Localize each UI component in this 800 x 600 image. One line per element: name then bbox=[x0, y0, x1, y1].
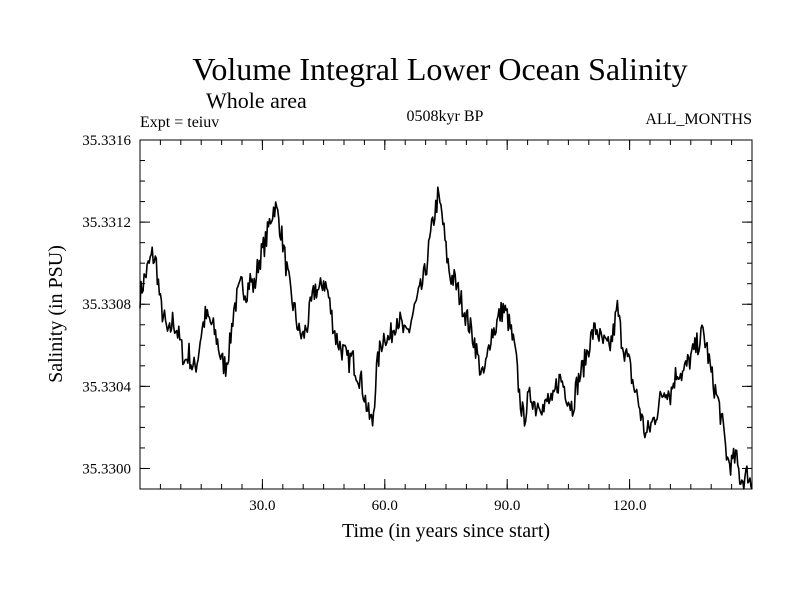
x-tick-label: 90.0 bbox=[494, 498, 520, 514]
experiment-label: Expt = teiuv bbox=[140, 114, 219, 131]
y-tick-label: 35.3300 bbox=[82, 461, 131, 477]
period-label: 0508kyr BP bbox=[407, 108, 484, 125]
salinity-series-line bbox=[139, 186, 753, 490]
y-tick-label: 35.3312 bbox=[82, 215, 131, 231]
x-axis-ticks bbox=[139, 140, 753, 489]
y-axis-tick-labels: 35.3300 35.3304 35.3308 35.3312 35.3316 bbox=[82, 133, 131, 477]
y-tick-label: 35.3304 bbox=[82, 379, 131, 395]
x-axis-label: Time (in years since start) bbox=[342, 520, 550, 542]
y-tick-label: 35.3308 bbox=[82, 297, 131, 313]
x-tick-label: 120.0 bbox=[613, 498, 647, 514]
chart-subtitle: Whole area bbox=[206, 88, 307, 113]
y-axis-label: Salinity (in PSU) bbox=[45, 245, 67, 383]
x-tick-label: 30.0 bbox=[249, 498, 275, 514]
plot-frame bbox=[139, 139, 753, 490]
months-label: ALL_MONTHS bbox=[645, 111, 752, 128]
x-tick-label: 60.0 bbox=[372, 498, 398, 514]
chart-title: Volume Integral Lower Ocean Salinity bbox=[192, 51, 687, 87]
y-tick-label: 35.3316 bbox=[82, 133, 131, 149]
y-axis-ticks bbox=[140, 139, 752, 490]
x-axis-tick-labels: 30.0 60.0 90.0 120.0 bbox=[249, 498, 646, 514]
